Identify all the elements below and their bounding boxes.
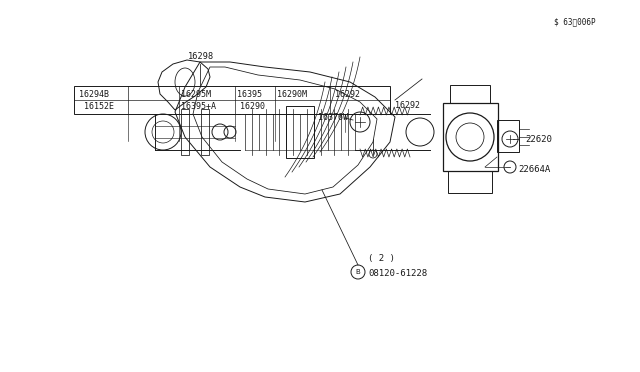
Text: ( 2 ): ( 2 ) (368, 254, 395, 263)
Text: 08120-61228: 08120-61228 (368, 269, 427, 279)
Text: 16295M: 16295M (181, 90, 211, 99)
Text: B: B (356, 269, 360, 275)
Text: 16294B: 16294B (79, 90, 109, 99)
Text: 16292: 16292 (395, 100, 420, 109)
Bar (448, 171, 492, 193)
Bar (201, 109, 209, 155)
Text: 22664A: 22664A (518, 166, 550, 174)
Bar (286, 106, 314, 158)
Text: 16290M: 16290M (277, 90, 307, 99)
Text: 16292: 16292 (335, 90, 360, 99)
Bar (181, 109, 189, 155)
Bar (450, 85, 490, 103)
Text: 16395+A: 16395+A (181, 102, 216, 110)
Text: 22620: 22620 (525, 135, 552, 144)
Bar (443, 103, 498, 171)
Text: 16152E: 16152E (84, 102, 114, 110)
Text: 16290: 16290 (240, 102, 265, 110)
Text: 16298: 16298 (188, 52, 214, 61)
Bar (497, 120, 519, 152)
Bar (74, 86, 390, 114)
Text: 16395: 16395 (237, 90, 262, 99)
Text: $ 63）006P: $ 63）006P (554, 18, 595, 27)
Text: 16376W: 16376W (318, 113, 348, 122)
